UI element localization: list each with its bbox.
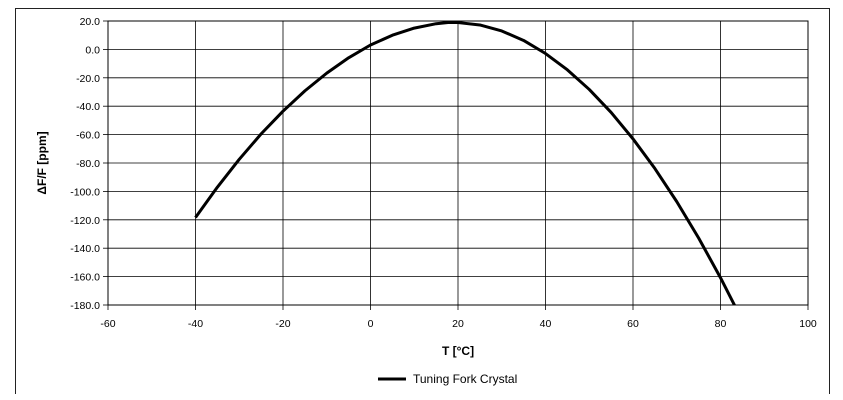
y-axis-title: ΔF/F [ppm] — [35, 131, 49, 194]
y-tick-label: -20.0 — [76, 73, 100, 85]
y-axis-ticks: 20.0 0.0 -20.0 -40.0 -60.0 -80.0 -100.0 -120.0 -… — [70, 16, 100, 312]
y-tick-label: -60.0 — [76, 130, 100, 142]
x-tick-label: -60 — [100, 318, 115, 330]
x-tick-label: -40 — [188, 318, 203, 330]
x-axis-title: T [°C] — [442, 344, 474, 358]
x-tick-label: 40 — [540, 318, 552, 330]
grid-lines — [103, 20, 809, 310]
y-tick-label: 20.0 — [80, 16, 101, 28]
x-tick-label: 60 — [627, 318, 639, 330]
legend-label: Tuning Fork Crystal — [413, 372, 517, 386]
y-tick-label: 0.0 — [85, 44, 100, 56]
x-tick-label: 100 — [799, 318, 817, 330]
legend: Tuning Fork Crystal — [378, 372, 517, 386]
x-tick-label: 80 — [715, 318, 727, 330]
y-tick-label: -120.0 — [70, 215, 100, 227]
y-tick-label: -180.0 — [70, 300, 100, 312]
chart-frame: 20.0 0.0 -20.0 -40.0 -60.0 -80.0 -100.0 -120.0 -… — [15, 8, 830, 394]
y-tick-label: -160.0 — [70, 272, 100, 284]
x-tick-label: -20 — [275, 318, 290, 330]
series-line — [194, 21, 737, 305]
x-tick-label: 0 — [368, 318, 374, 330]
y-tick-label: -100.0 — [70, 186, 100, 198]
y-tick-label: -80.0 — [76, 158, 100, 170]
y-tick-label: -40.0 — [76, 101, 100, 113]
x-tick-label: 20 — [452, 318, 464, 330]
line-chart: 20.0 0.0 -20.0 -40.0 -60.0 -80.0 -100.0 -120.0 -… — [35, 16, 817, 386]
y-tick-label: -140.0 — [70, 243, 100, 255]
series-layer — [194, 21, 737, 305]
x-axis-ticks: -60 -40 -20 0 20 40 60 80 100 — [100, 318, 817, 330]
